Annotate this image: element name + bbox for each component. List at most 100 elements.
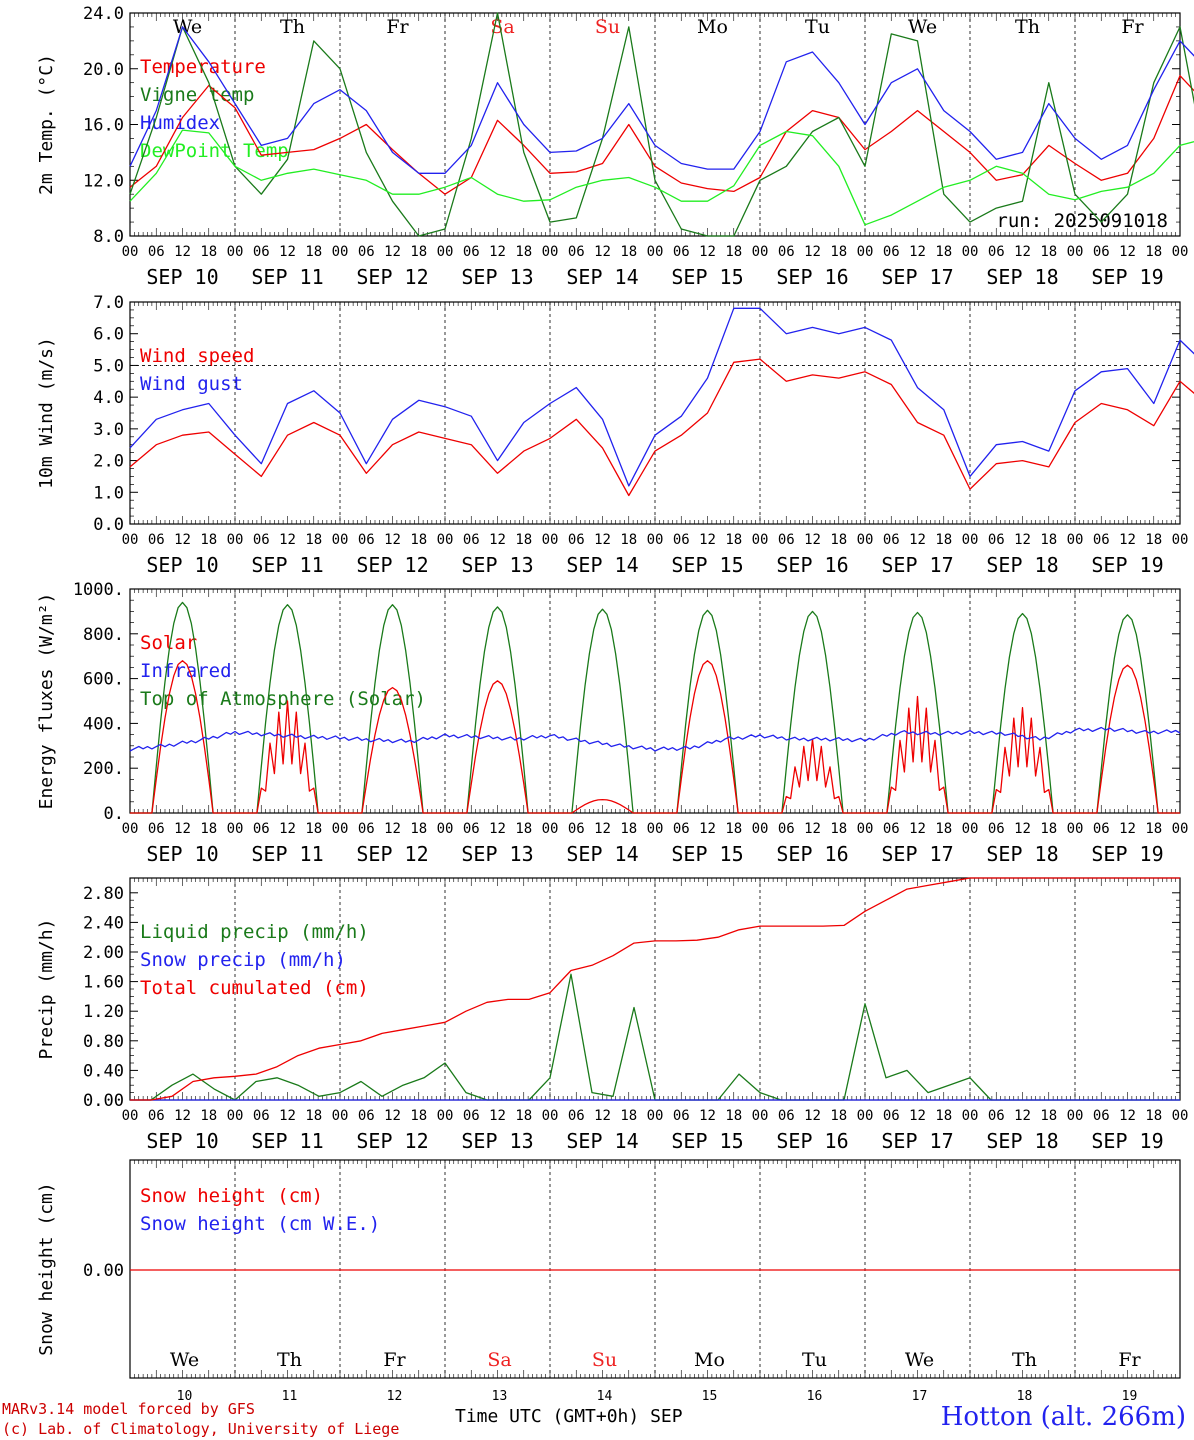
x-hour-label: 06 <box>358 244 375 260</box>
legend-entry: Total cumulated (cm) <box>140 977 369 999</box>
day-number-label: 13 <box>492 1389 508 1404</box>
y-tick-label: 1.0 <box>93 483 124 503</box>
weekday-label-bottom: Fr <box>1118 1349 1141 1371</box>
x-hour-label: 00 <box>1067 532 1084 548</box>
x-date-label: SEP 17 <box>881 1129 953 1153</box>
x-hour-label: 06 <box>673 532 690 548</box>
x-hour-label: 12 <box>1014 244 1031 260</box>
y-tick-label: 600. <box>83 670 124 690</box>
y-tick-label: 3.0 <box>93 420 124 440</box>
y-tick-label: 400. <box>83 714 124 734</box>
panel-frame <box>129 12 1181 237</box>
infrared-line <box>129 726 1181 752</box>
day-number-label: 10 <box>177 1389 193 1404</box>
day-number-label: 12 <box>387 1389 403 1404</box>
x-hour-label: 00 <box>227 821 244 837</box>
y-tick-label: 0.0 <box>93 515 124 535</box>
x-hour-label: 12 <box>174 821 191 837</box>
y-tick-label: 200. <box>83 759 124 779</box>
x-hour-label: 12 <box>384 532 401 548</box>
x-hour-label: 00 <box>647 821 664 837</box>
x-hour-label: 06 <box>1093 1108 1110 1124</box>
x-hour-label: 12 <box>699 1108 716 1124</box>
total-cumulated-line <box>130 877 1180 1101</box>
station-name: Hotton (alt. 266m) <box>940 1402 1186 1432</box>
y-tick-label: 1.20 <box>83 1002 124 1022</box>
x-hour-label: 00 <box>227 244 244 260</box>
weekday-label-bottom: Mo <box>694 1349 725 1371</box>
x-hour-label: 12 <box>909 1108 926 1124</box>
x-hour-label: 00 <box>542 1108 559 1124</box>
x-hour-label: 06 <box>148 244 165 260</box>
x-date-label: SEP 14 <box>566 842 638 866</box>
x-hour-label: 06 <box>673 244 690 260</box>
x-hour-label: 00 <box>227 1108 244 1124</box>
x-hour-label: 00 <box>962 821 979 837</box>
x-hour-label: 06 <box>463 821 480 837</box>
x-hour-label: 12 <box>1014 1108 1031 1124</box>
x-date-label: SEP 10 <box>146 1129 218 1153</box>
legend-entry: Temperature <box>140 56 266 78</box>
y-tick-label: 5.0 <box>93 356 124 376</box>
x-hour-label: 18 <box>1040 821 1057 837</box>
x-hour-label: 18 <box>725 244 742 260</box>
x-hour-label: 18 <box>305 532 322 548</box>
x-hour-label: 00 <box>437 821 454 837</box>
x-hour-label: 06 <box>883 244 900 260</box>
x-hour-label: 12 <box>279 1108 296 1124</box>
x-hour-label: 12 <box>909 821 926 837</box>
x-hour-label: 12 <box>594 244 611 260</box>
x-hour-label: 06 <box>148 532 165 548</box>
x-hour-label: 18 <box>305 821 322 837</box>
x-date-label: SEP 18 <box>986 842 1058 866</box>
x-date-label: SEP 12 <box>356 265 428 289</box>
x-hour-label: 12 <box>384 244 401 260</box>
lab-credit: (c) Lab. of Climatology, University of L… <box>2 1420 400 1438</box>
x-hour-label: 18 <box>1040 532 1057 548</box>
y-tick-label: 7.0 <box>93 293 124 313</box>
legend-entry: Top of Atmosphere (Solar) <box>140 688 426 710</box>
x-hour-label: 18 <box>1145 821 1162 837</box>
legend-entry: Snow precip (mm/h) <box>140 949 346 971</box>
x-hour-label: 06 <box>778 821 795 837</box>
x-date-label: SEP 14 <box>566 1129 638 1153</box>
x-hour-label: 18 <box>410 1108 427 1124</box>
x-hour-label: 18 <box>410 821 427 837</box>
x-date-label: SEP 16 <box>776 842 848 866</box>
x-hour-label: 18 <box>515 821 532 837</box>
weekday-label-bottom: Su <box>592 1349 617 1371</box>
x-hour-label: 06 <box>1093 532 1110 548</box>
x-hour-label: 06 <box>988 244 1005 260</box>
y-tick-label: 8.0 <box>93 227 124 247</box>
x-hour-label: 06 <box>673 821 690 837</box>
x-date-label: SEP 10 <box>146 553 218 577</box>
x-hour-label: 12 <box>1014 821 1031 837</box>
legend-entry: Snow height (cm W.E.) <box>140 1213 380 1235</box>
weekday-label-top: Tu <box>805 16 830 38</box>
x-hour-label: 00 <box>1067 1108 1084 1124</box>
x-date-label: SEP 13 <box>461 842 533 866</box>
x-date-label: SEP 10 <box>146 265 218 289</box>
x-hour-label: 00 <box>542 532 559 548</box>
x-hour-label: 06 <box>358 1108 375 1124</box>
x-hour-label: 18 <box>515 244 532 260</box>
y-tick-label: 1.60 <box>83 973 124 993</box>
x-hour-label: 00 <box>1172 532 1189 548</box>
weekday-label-top: Sa <box>490 16 514 38</box>
x-hour-label: 12 <box>699 532 716 548</box>
weekday-label-top: Mo <box>697 16 728 38</box>
x-hour-label: 00 <box>437 532 454 548</box>
x-hour-label: 00 <box>962 532 979 548</box>
x-date-label: SEP 13 <box>461 265 533 289</box>
x-hour-label: 12 <box>174 532 191 548</box>
x-hour-label: 18 <box>725 821 742 837</box>
y-axis-label: 2m Temp. (°C) <box>36 54 57 195</box>
x-hour-label: 00 <box>752 532 769 548</box>
x-hour-label: 12 <box>489 244 506 260</box>
x-date-label: SEP 17 <box>881 265 953 289</box>
x-hour-label: 12 <box>804 532 821 548</box>
x-hour-label: 06 <box>148 1108 165 1124</box>
x-hour-label: 12 <box>594 821 611 837</box>
x-hour-label: 06 <box>253 532 270 548</box>
